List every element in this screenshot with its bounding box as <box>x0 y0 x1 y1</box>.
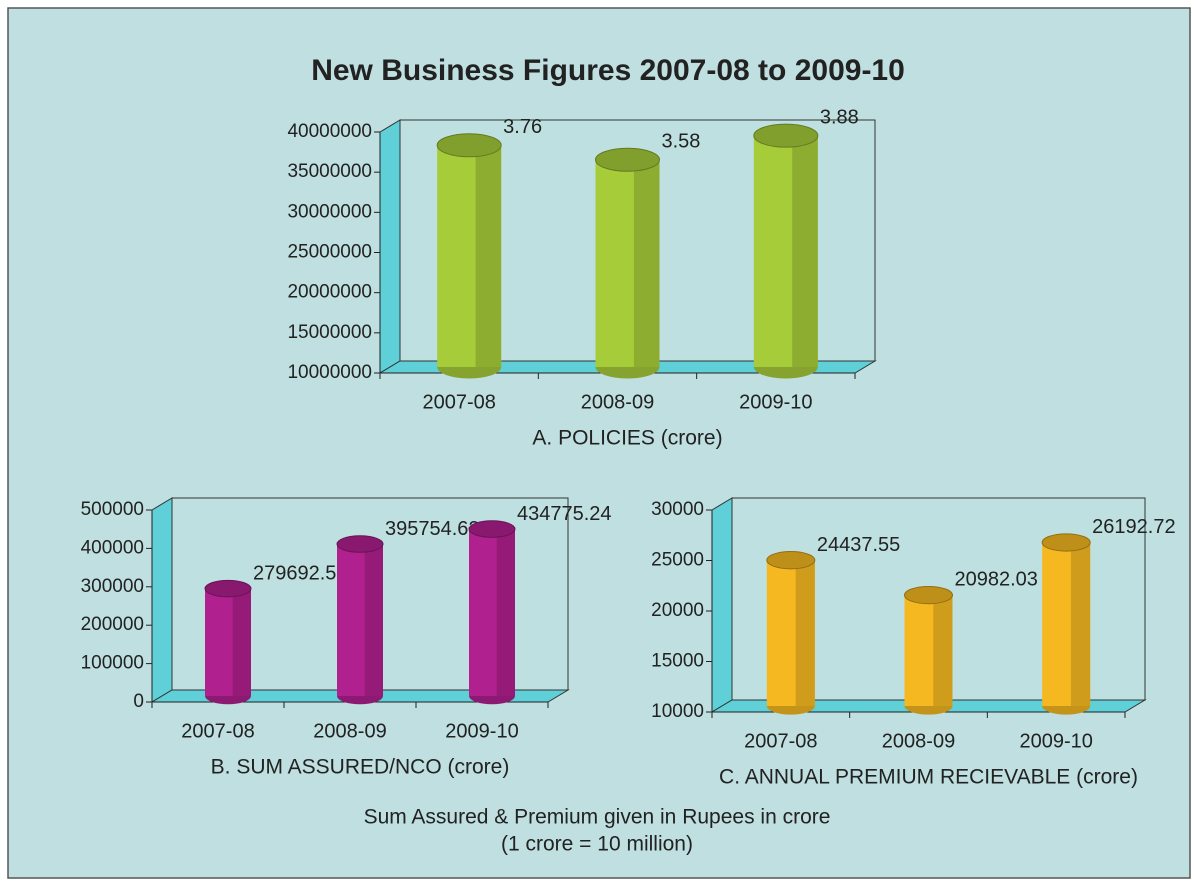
y-tick-label: 10000 <box>651 701 704 722</box>
bar-top <box>1041 533 1091 552</box>
x-tick-label: 2009-10 <box>739 391 812 413</box>
y-tick-label: 400000 <box>81 537 144 558</box>
bar-top <box>595 147 660 172</box>
bar-top <box>436 133 502 158</box>
value-label: 20982.03 <box>955 569 1038 591</box>
value-label: 279692.59 <box>253 563 348 585</box>
side-wall <box>379 119 401 374</box>
y-tick-label: 300000 <box>81 576 144 597</box>
bar-shade <box>1070 542 1091 706</box>
bar-shade <box>364 544 383 696</box>
y-tick-label: 35000000 <box>287 161 372 182</box>
bar-shade <box>792 135 818 367</box>
x-tick-label: 2007-08 <box>181 720 254 742</box>
y-tick-label: 500000 <box>81 499 144 520</box>
bar <box>436 133 502 379</box>
bar-top <box>468 520 516 538</box>
y-tick-label: 25000000 <box>287 242 372 263</box>
value-label: 3.76 <box>503 116 542 138</box>
y-tick-label: 25000 <box>651 550 704 571</box>
bar-shade <box>933 595 953 706</box>
bar <box>766 551 816 715</box>
footnote: Sum Assured & Premium given in Rupees in… <box>364 806 831 829</box>
x-tick-label: 2009-10 <box>1019 730 1092 752</box>
y-tick-label: 15000 <box>651 651 704 672</box>
value-label: 3.88 <box>820 106 859 128</box>
value-label: 24437.55 <box>817 534 900 556</box>
y-tick-label: 100000 <box>81 653 144 674</box>
x-axis-label: C. ANNUAL PREMIUM RECIEVABLE (crore) <box>719 766 1138 789</box>
value-label: 26192.72 <box>1092 516 1175 538</box>
y-tick-label: 20000000 <box>287 282 372 303</box>
x-axis-label: A. POLICIES (crore) <box>532 427 722 450</box>
bar-top <box>766 551 816 570</box>
bar-top <box>204 579 252 598</box>
x-tick-label: 2008-09 <box>313 720 386 742</box>
page-title: New Business Figures 2007-08 to 2009-10 <box>311 54 905 87</box>
bar <box>336 535 384 705</box>
bar-shade <box>795 560 815 706</box>
bar-shade <box>475 145 502 367</box>
x-tick-label: 2008-09 <box>581 391 654 413</box>
value-label: 395754.62 <box>385 518 480 540</box>
bar <box>204 579 252 705</box>
x-tick-label: 2007-08 <box>744 730 817 752</box>
value-label: 3.58 <box>662 131 701 153</box>
x-axis-label: B. SUM ASSURED/NCO (crore) <box>211 756 510 779</box>
x-tick-label: 2008-09 <box>882 730 955 752</box>
side-wall <box>711 497 733 713</box>
bar <box>904 585 953 715</box>
y-tick-label: 200000 <box>81 614 144 635</box>
y-tick-label: 15000000 <box>287 322 372 343</box>
side-wall <box>151 497 173 703</box>
bar-shade <box>232 588 251 696</box>
bar-shade <box>633 159 660 367</box>
bar <box>468 520 516 705</box>
x-tick-label: 2007-08 <box>422 391 495 413</box>
bar-shade <box>496 529 515 696</box>
x-tick-label: 2009-10 <box>445 720 518 742</box>
bar <box>595 147 660 379</box>
bar <box>1041 533 1091 715</box>
footnote: (1 crore = 10 million) <box>501 833 693 856</box>
y-tick-label: 20000 <box>651 600 704 621</box>
value-label: 434775.24 <box>517 503 612 525</box>
y-tick-label: 40000000 <box>287 121 372 142</box>
y-tick-label: 0 <box>133 691 144 712</box>
bar-top <box>336 535 384 553</box>
y-tick-label: 30000 <box>651 499 704 520</box>
bar-top <box>904 585 953 605</box>
bar-top <box>753 123 819 148</box>
y-tick-label: 30000000 <box>287 201 372 222</box>
bar <box>753 123 819 379</box>
y-tick-label: 10000000 <box>287 362 372 383</box>
